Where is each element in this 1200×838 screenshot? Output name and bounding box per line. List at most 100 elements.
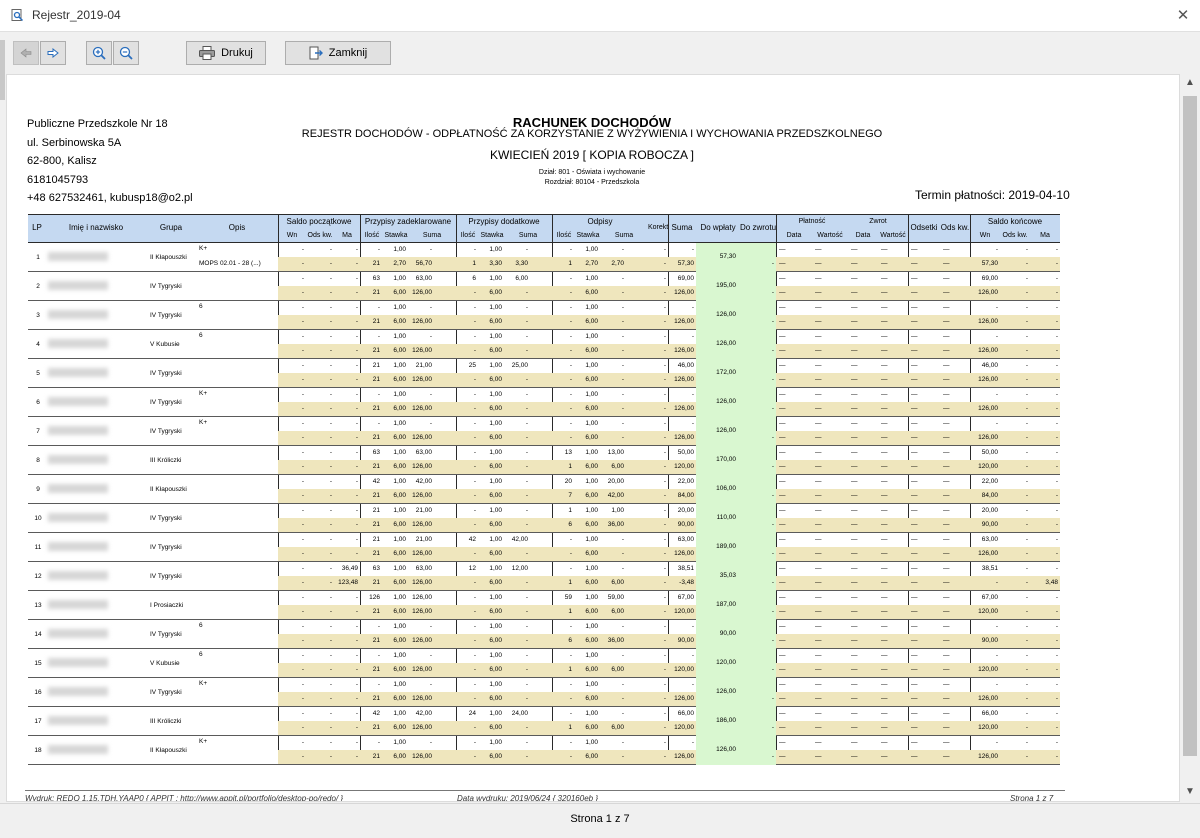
cell-odskw: - — [329, 710, 332, 717]
cell-empty: — — [851, 608, 858, 615]
cell-dsu: - — [525, 521, 528, 528]
cell-empty: — — [851, 550, 858, 557]
column-divider — [360, 214, 361, 761]
cell-il: 21 — [372, 434, 380, 441]
table-row[interactable]: 18 II Kłapouszki K+ - - - - - - - 21 1,00 6,00 - 126,0… — [28, 736, 1060, 765]
table-row[interactable]: 14 IV Tygryski 6 - - - - - - - 21 1,00 6,00 - 126,00 - -… — [28, 620, 1060, 649]
cell-odskw: - — [329, 652, 332, 659]
cell-sk_ma: - — [1055, 637, 1058, 644]
cell-ost: 1,00 — [585, 449, 598, 456]
table-row[interactable]: 17 III Króliczki - - - - - -42 21 1,00 6,00 42,00 12… — [28, 707, 1060, 736]
cell-kor: - — [663, 565, 666, 572]
rate-row-bg — [278, 750, 1060, 764]
scroll-down-icon[interactable]: ▼ — [1185, 786, 1195, 797]
zoom-in-button[interactable] — [86, 41, 112, 65]
cell-empty: — — [851, 333, 858, 340]
cell-empty: — — [911, 478, 918, 485]
row-lp: 3 — [36, 312, 40, 319]
cell-empty: — — [851, 681, 858, 688]
table-row[interactable]: 12 IV Tygryski - - - -36,49 123,48 63 21 1,00 6,00… — [28, 562, 1060, 591]
print-button[interactable]: Drukuj — [186, 41, 266, 65]
cell-osu: 36,00 — [607, 521, 624, 528]
cell-empty: — — [779, 376, 786, 383]
table-row[interactable]: 4 V Kubusie 6 - - - - - - - 21 1,00 6,00 - 126,00 - - 1,0… — [28, 330, 1060, 359]
cell-sk_ma: - — [1055, 492, 1058, 499]
cell-empty: — — [851, 405, 858, 412]
table-row[interactable]: 3 IV Tygryski 6 - - - - - - - 21 1,00 6,00 - 126,00 - - 1… — [28, 301, 1060, 330]
cell-su: 126,00 — [412, 376, 432, 383]
table-row[interactable]: 9 II Kłapouszki - - - - - - 42 21 1,00 6,00 42,00 126… — [28, 475, 1060, 504]
row-lp: 17 — [34, 718, 42, 725]
table-row[interactable]: 8 III Króliczki - - - - - - 63 21 1,00 6,00 63,00 126… — [28, 446, 1060, 475]
organization-block: Publiczne Przedszkole Nr 18 ul. Serbinow… — [27, 115, 193, 208]
cell-ost: 6,00 — [585, 753, 598, 760]
table-row[interactable]: 5 IV Tygryski - - - - - - 21 21 1,00 6,00 21,00 126,0… — [28, 359, 1060, 388]
cell-dil: 42 — [468, 536, 476, 543]
cell-empty: — — [815, 478, 822, 485]
cell-empty: — — [881, 492, 888, 499]
cell-empty: — — [815, 333, 822, 340]
table-row[interactable]: 1 II Kłapouszki K+ MOPS 02.01 - 28 (...) - - -… — [28, 243, 1060, 272]
table-row[interactable]: 15 V Kubusie 6 - - - - - - - 21 1,00 6,00 - 126,00 - - 1,… — [28, 649, 1060, 678]
name-redacted — [48, 310, 108, 319]
cell-empty: — — [815, 652, 822, 659]
close-icon[interactable]: ✕ — [1176, 7, 1190, 24]
org-line: ul. Serbinowska 5A — [27, 136, 122, 149]
cell-ma: - — [355, 289, 358, 296]
cell-empty: — — [779, 405, 786, 412]
org-line: +48 627532461, kubusp18@o2.pl — [27, 192, 193, 204]
cell-sk_ma: - — [1055, 666, 1058, 673]
cell-kor: - — [663, 246, 666, 253]
cell-wn: - — [301, 710, 304, 717]
cell-empty: — — [943, 449, 950, 456]
cell-osu: - — [621, 434, 624, 441]
cell-ost: 6,00 — [585, 666, 598, 673]
table-row[interactable]: 11 IV Tygryski - - - - - - 21 21 1,00 6,00 21,00 126,… — [28, 533, 1060, 562]
cell-ma: - — [355, 666, 358, 673]
cell-empty: — — [779, 637, 786, 644]
vertical-scrollbar[interactable]: ▲ ▼ — [1180, 74, 1200, 802]
cell-odskw: - — [329, 478, 332, 485]
cell-dsu: - — [525, 492, 528, 499]
cell-empty: — — [851, 695, 858, 702]
cell-wn: - — [301, 565, 304, 572]
table-row[interactable]: 6 IV Tygryski K+ - - - - - - - 21 1,00 6,00 - 126,00 - -… — [28, 388, 1060, 417]
next-page-button[interactable] — [40, 41, 66, 65]
zoom-out-button[interactable] — [113, 41, 139, 65]
cell-oil: 20 — [564, 478, 572, 485]
table-row[interactable]: 13 I Prosiaczki - - - - - - 126 21 1,00 6,00 126,00 1… — [28, 591, 1060, 620]
table-row[interactable]: 7 IV Tygryski K+ - - - - - - - 21 1,00 6,00 - 126,00 - -… — [28, 417, 1060, 446]
cell-oil: 1 — [568, 579, 572, 586]
scroll-up-icon[interactable]: ▲ — [1185, 77, 1195, 88]
cell-empty: — — [851, 463, 858, 470]
cell-ma: 36,49 — [341, 565, 358, 572]
cell-empty: — — [779, 347, 786, 354]
cell-dst: 1,00 — [489, 681, 502, 688]
cell-empty: — — [881, 681, 888, 688]
scroll-thumb[interactable] — [1183, 96, 1197, 756]
footer-print-info: Wydruk: REDO 1.15.TDH.YAAP0 { APPIT : ht… — [25, 794, 344, 802]
do-wplaty-cell — [696, 243, 776, 272]
cell-il: 21 — [372, 260, 380, 267]
cell-suma: - — [691, 681, 694, 688]
prev-page-button[interactable] — [13, 41, 39, 65]
table-row[interactable]: 16 IV Tygryski K+ - - - - - - - 21 1,00 6,00 - 126,00 -… — [28, 678, 1060, 707]
cell-il: - — [377, 246, 380, 253]
cell-sk_odskw: - — [1025, 652, 1028, 659]
cell-il: 21 — [372, 536, 380, 543]
cell-suma: 120,00 — [674, 608, 694, 615]
cell-su: 126,00 — [412, 579, 432, 586]
cell-st: 1,00 — [393, 536, 406, 543]
cell-dsu: 6,00 — [515, 275, 528, 282]
cell-st: 1,00 — [393, 594, 406, 601]
close-report-button[interactable]: Zamknij — [285, 41, 391, 65]
cell-sk_odskw: - — [1025, 637, 1028, 644]
cell-sk_odskw: - — [1025, 579, 1028, 586]
table-row[interactable]: 10 IV Tygryski - - - - - - 21 21 1,00 6,00 21,00 126,… — [28, 504, 1060, 533]
cell-ost: 6,00 — [585, 463, 598, 470]
table-row[interactable]: 2 IV Tygryski - - - - - - 63 21 1,00 6,00 63,00 126,0… — [28, 272, 1060, 301]
row-group: IV Tygryski — [150, 573, 182, 580]
cell-suma: 20,00 — [677, 507, 694, 514]
cell-suma: 126,00 — [674, 405, 694, 412]
cell-sk_wn: - — [995, 681, 998, 688]
